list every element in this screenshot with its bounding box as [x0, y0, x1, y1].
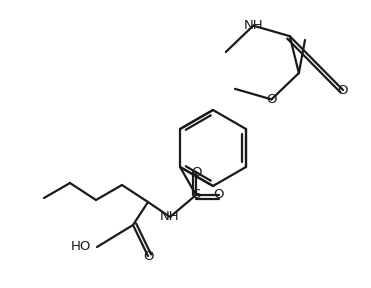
Text: O: O [214, 189, 224, 202]
Text: NH: NH [160, 211, 180, 223]
Text: O: O [143, 249, 153, 262]
Text: HO: HO [70, 240, 91, 253]
Text: O: O [266, 93, 277, 106]
Text: O: O [191, 166, 201, 179]
Text: NH: NH [243, 19, 263, 32]
Text: O: O [338, 84, 348, 96]
Text: S: S [192, 189, 200, 202]
